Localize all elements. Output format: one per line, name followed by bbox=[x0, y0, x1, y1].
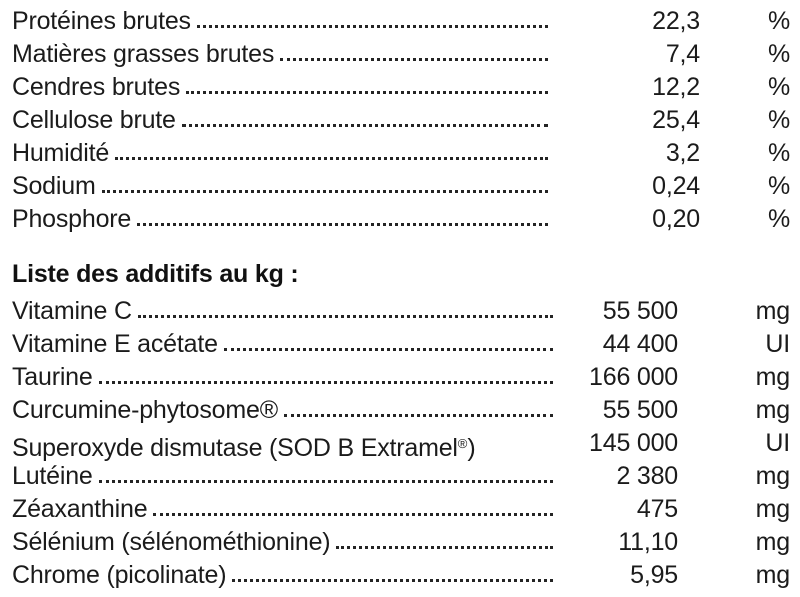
dot-leader bbox=[101, 170, 548, 193]
table-row: Taurine 166 000 mg bbox=[12, 361, 790, 394]
row-unit: mg bbox=[755, 297, 791, 325]
dot-leader bbox=[336, 526, 553, 549]
dot-leader bbox=[232, 559, 553, 582]
dot-leader bbox=[115, 137, 548, 160]
table-row: Vitamine C 55 500 mg bbox=[12, 295, 790, 328]
table-row: Curcumine-phytosome® 55 500 mg bbox=[12, 394, 790, 427]
dot-leader bbox=[98, 361, 553, 384]
row-value: 44 400 bbox=[602, 330, 678, 358]
row-unit: % bbox=[767, 40, 790, 68]
row-unit: mg bbox=[755, 462, 791, 490]
row-unit: % bbox=[767, 139, 790, 167]
row-value: 145 000 bbox=[589, 429, 678, 457]
row-value: 11,10 bbox=[618, 528, 678, 556]
table-row: Cellulose brute 25,4 % bbox=[12, 104, 790, 137]
row-label: Phosphore bbox=[12, 205, 132, 233]
row-unit: UI bbox=[765, 429, 790, 457]
dot-leader bbox=[482, 427, 554, 447]
row-label: Taurine bbox=[12, 363, 93, 391]
additives-section: Vitamine C 55 500 mg Vitamine E acétate … bbox=[12, 295, 790, 592]
row-unit: mg bbox=[755, 363, 791, 391]
registered-trademark-symbol: ® bbox=[457, 436, 468, 451]
row-label: Humidité bbox=[12, 139, 110, 167]
row-unit: UI bbox=[765, 330, 790, 358]
row-value: 55 500 bbox=[602, 297, 678, 325]
row-label: Vitamine E acétate bbox=[12, 330, 218, 358]
row-value: 7,4 bbox=[665, 40, 700, 68]
row-value: 0,20 bbox=[652, 205, 700, 233]
row-value: 55 500 bbox=[602, 396, 678, 424]
row-label: Vitamine C bbox=[12, 297, 132, 325]
row-label: Protéines brutes bbox=[12, 7, 191, 35]
row-value: 475 bbox=[636, 495, 678, 523]
table-row: Phosphore 0,20 % bbox=[12, 203, 790, 236]
row-unit: mg bbox=[755, 561, 791, 589]
row-unit: % bbox=[767, 7, 790, 35]
row-unit: % bbox=[767, 106, 790, 134]
dot-leader bbox=[181, 104, 548, 127]
dot-leader bbox=[283, 394, 553, 417]
row-label: Chrome (picolinate) bbox=[12, 561, 227, 589]
row-unit: mg bbox=[755, 396, 791, 424]
additives-heading: Liste des additifs au kg : bbox=[12, 260, 299, 288]
table-row: Sodium 0,24 % bbox=[12, 170, 790, 203]
composition-section: Protéines brutes 22,3 % Matières grasses… bbox=[12, 5, 790, 236]
table-row: Zéaxanthine 475 mg bbox=[12, 493, 790, 526]
row-unit: % bbox=[767, 73, 790, 101]
table-row: Superoxyde dismutase (SOD B Extramel®) 1… bbox=[12, 427, 790, 462]
table-row: Cendres brutes 12,2 % bbox=[12, 71, 790, 104]
row-unit: % bbox=[767, 172, 790, 200]
dot-leader bbox=[137, 295, 553, 318]
dot-leader bbox=[153, 493, 553, 516]
row-label-suffix: ) bbox=[467, 434, 476, 462]
row-label: Cellulose brute bbox=[12, 106, 176, 134]
row-value: 3,2 bbox=[665, 139, 700, 167]
row-label: Superoxyde dismutase (SOD B Extramel®) bbox=[12, 427, 476, 465]
dot-leader bbox=[280, 38, 548, 61]
table-row: Chrome (picolinate) 5,95 mg bbox=[12, 559, 790, 592]
row-unit: % bbox=[767, 205, 790, 233]
row-value: 25,4 bbox=[652, 106, 700, 134]
row-value: 5,95 bbox=[630, 561, 678, 589]
dot-leader bbox=[196, 5, 548, 28]
row-label: Matières grasses brutes bbox=[12, 40, 275, 68]
row-label: Sodium bbox=[12, 172, 96, 200]
table-row: Protéines brutes 22,3 % bbox=[12, 5, 790, 38]
row-label-text: Superoxyde dismutase (SOD B Extramel bbox=[12, 434, 458, 462]
dot-leader bbox=[137, 203, 548, 226]
table-row: Matières grasses brutes 7,4 % bbox=[12, 38, 790, 71]
dot-leader bbox=[186, 71, 548, 94]
row-label: Sélénium (sélénométhionine) bbox=[12, 528, 331, 556]
row-label: Zéaxanthine bbox=[12, 495, 148, 523]
dot-leader bbox=[223, 328, 553, 351]
row-value: 166 000 bbox=[589, 363, 678, 391]
row-label: Lutéine bbox=[12, 462, 93, 490]
row-unit: mg bbox=[755, 495, 791, 523]
row-value: 2 380 bbox=[616, 462, 678, 490]
table-row: Sélénium (sélénométhionine) 11,10 mg bbox=[12, 526, 790, 559]
table-row: Humidité 3,2 % bbox=[12, 137, 790, 170]
row-label: Cendres brutes bbox=[12, 73, 181, 101]
row-unit: mg bbox=[755, 528, 791, 556]
table-row: Vitamine E acétate 44 400 UI bbox=[12, 328, 790, 361]
row-label: Curcumine-phytosome® bbox=[12, 396, 278, 424]
row-value: 12,2 bbox=[652, 73, 700, 101]
row-value: 0,24 bbox=[652, 172, 700, 200]
table-row: Lutéine 2 380 mg bbox=[12, 460, 790, 493]
dot-leader bbox=[98, 460, 553, 483]
row-value: 22,3 bbox=[652, 7, 700, 35]
